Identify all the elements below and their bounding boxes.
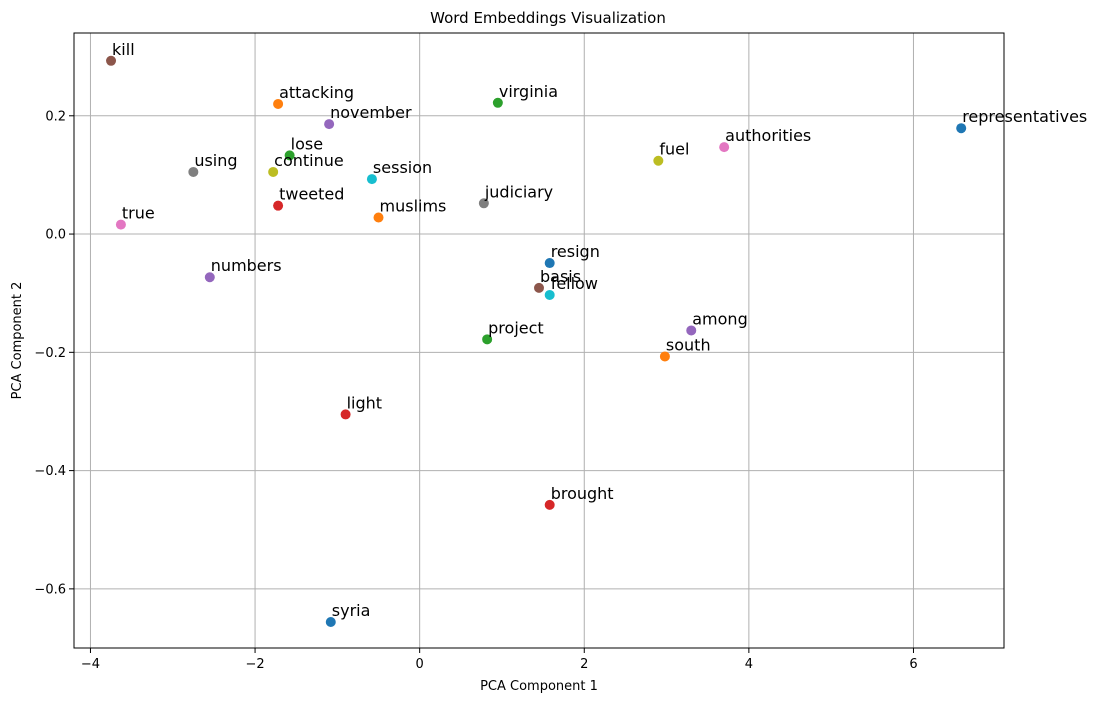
data-point-fuel xyxy=(653,155,664,166)
point-label-syria: syria xyxy=(332,601,371,620)
point-label-project: project xyxy=(488,318,544,337)
data-point-light xyxy=(340,409,351,420)
data-point-attacking xyxy=(273,98,284,109)
data-point-muslims xyxy=(373,212,384,223)
point-label-among: among xyxy=(692,309,747,328)
y-tick-label: −0.4 xyxy=(34,464,66,479)
point-label-using: using xyxy=(194,151,237,170)
point-label-numbers: numbers xyxy=(211,256,282,275)
data-point-november xyxy=(324,119,335,130)
point-labels: kill attacking virginia november representat… xyxy=(112,40,1087,620)
data-point-representatives xyxy=(956,123,967,134)
y-tick-label: −0.6 xyxy=(34,582,66,597)
y-tick-label: 0.0 xyxy=(45,228,66,243)
data-point-kill xyxy=(106,55,117,66)
x-tick-label: −2 xyxy=(245,657,264,672)
y-axis-title: PCA Component 2 xyxy=(10,282,25,400)
point-label-basis: basis xyxy=(540,267,581,286)
data-point-lose xyxy=(284,150,295,161)
x-tick-label: 4 xyxy=(745,657,753,672)
point-label-tweeted: tweeted xyxy=(279,185,344,204)
data-point-syria xyxy=(325,616,336,627)
x-tick-label: 2 xyxy=(580,657,588,672)
point-label-brought: brought xyxy=(551,484,614,503)
point-label-true: true xyxy=(122,204,155,223)
point-label-kill: kill xyxy=(112,40,135,59)
y-tick-label: −0.2 xyxy=(34,346,66,361)
point-label-attacking: attacking xyxy=(279,83,354,102)
point-label-session: session xyxy=(373,158,432,177)
data-point-tweeted xyxy=(273,200,284,211)
data-point-virginia xyxy=(492,97,503,108)
point-label-light: light xyxy=(347,393,382,412)
chart-title: Word Embeddings Visualization xyxy=(430,9,666,27)
data-point-brought xyxy=(544,499,555,510)
data-point-authorities xyxy=(719,142,730,153)
point-label-authorities: authorities xyxy=(725,126,811,145)
data-point-judiciary xyxy=(478,198,489,209)
x-tick-label: 6 xyxy=(909,657,917,672)
axis-ticks: −4 −2 0 2 4 6 −0.6 −0.4 −0.2 0.0 0.2 xyxy=(34,109,917,672)
data-point-south xyxy=(659,351,670,362)
point-label-fellow: fellow xyxy=(551,274,598,293)
x-tick-label: −4 xyxy=(81,657,100,672)
point-label-muslims: muslims xyxy=(380,197,447,216)
x-axis-title: PCA Component 1 xyxy=(480,679,598,694)
data-point-continue xyxy=(268,166,279,177)
data-point-true xyxy=(115,219,126,230)
data-point-numbers xyxy=(204,272,215,283)
point-label-south: south xyxy=(666,335,711,354)
point-label-continue: continue xyxy=(274,151,344,170)
data-point-using xyxy=(188,166,199,177)
point-label-representatives: representatives xyxy=(962,107,1087,126)
data-point-project xyxy=(482,334,493,345)
data-points xyxy=(106,55,967,627)
point-label-virginia: virginia xyxy=(499,82,558,101)
x-tick-label: 0 xyxy=(416,657,424,672)
point-label-november: november xyxy=(330,103,412,122)
point-label-lose: lose xyxy=(291,134,323,153)
plot-frame xyxy=(73,32,1005,649)
data-point-session xyxy=(366,174,377,185)
grid xyxy=(74,33,1004,648)
point-label-fuel: fuel xyxy=(659,140,689,159)
data-point-resign xyxy=(544,258,555,269)
data-point-fellow xyxy=(544,289,555,300)
point-label-judiciary: judiciary xyxy=(484,182,553,201)
point-label-resign: resign xyxy=(551,242,600,261)
data-point-basis xyxy=(534,282,544,293)
y-tick-label: 0.2 xyxy=(45,109,66,124)
data-point-among xyxy=(686,325,697,336)
